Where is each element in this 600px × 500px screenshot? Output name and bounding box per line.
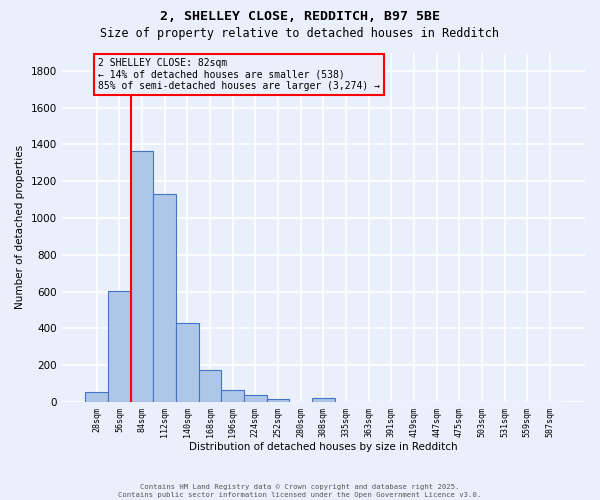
Bar [85,392,108,402]
Text: 2 SHELLEY CLOSE: 82sqm
← 14% of detached houses are smaller (538)
85% of semi-de: 2 SHELLEY CLOSE: 82sqm ← 14% of detached… [98,58,380,91]
Text: Contains HM Land Registry data © Crown copyright and database right 2025.
Contai: Contains HM Land Registry data © Crown c… [118,484,482,498]
Y-axis label: Number of detached properties: Number of detached properties [15,145,25,310]
Bar [312,398,335,402]
Bar [266,400,289,402]
X-axis label: Distribution of detached houses by size in Redditch: Distribution of detached houses by size … [189,442,458,452]
Bar [108,291,131,402]
Bar [221,390,244,402]
Text: 2, SHELLEY CLOSE, REDDITCH, B97 5BE: 2, SHELLEY CLOSE, REDDITCH, B97 5BE [160,10,440,23]
Bar [199,370,221,402]
Bar [176,323,199,402]
Bar [244,394,266,402]
Bar [154,194,176,402]
Bar [131,151,154,402]
Text: Size of property relative to detached houses in Redditch: Size of property relative to detached ho… [101,28,499,40]
